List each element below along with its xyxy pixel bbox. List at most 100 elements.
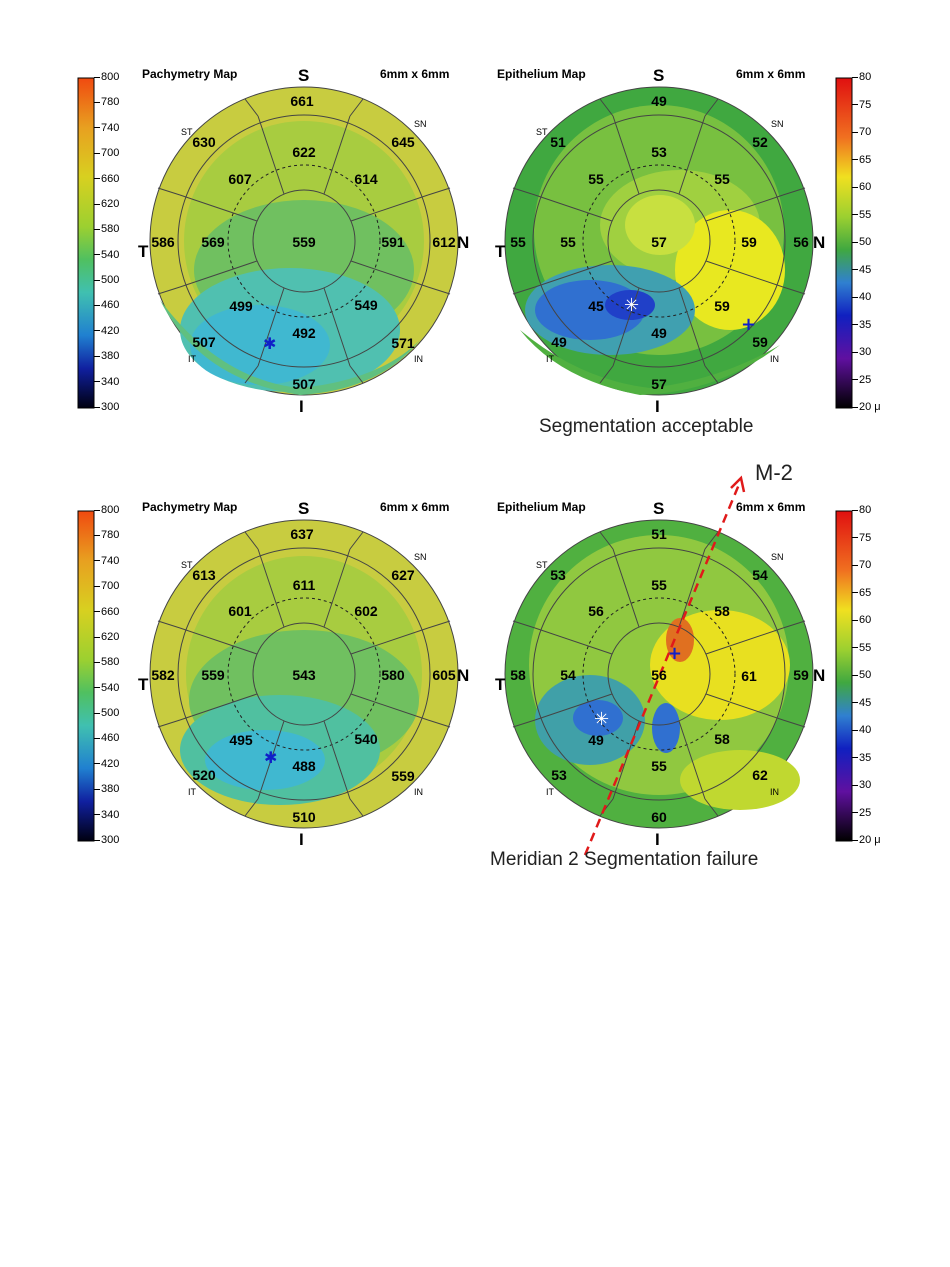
panel-1-outer-st-value: 630 [192,134,216,150]
scale-tick-label: 35 [852,752,871,764]
panel-1-label-it: IT [188,354,196,364]
panel-3-outer-in-value: 559 [391,768,415,784]
panel-2-outer-st-value: 51 [550,134,566,150]
panel-4-caption: Meridian 2 Segmentation failure [490,849,759,870]
scale-tick-label: 340 [94,809,119,821]
scale-tick-label: 580 [94,657,119,668]
svg-text:✳: ✳ [624,295,639,316]
panel-3-inner-n-value: 580 [381,667,405,683]
panel-3-inner-in-value: 540 [354,731,378,747]
panel-4-scan-size: 6mm x 6mm [736,500,806,514]
scale-tick-label: 30 [852,347,871,358]
scale-tick-label: 55 [852,209,871,221]
scale-tick-label: 540 [94,682,119,694]
panel-3-outer-s-value: 637 [290,526,314,542]
panel-4-inner-it-value: 49 [588,732,604,748]
panel-2-outer-sn-value: 52 [752,134,768,150]
scale-tick-label: 700 [94,148,119,159]
scale-tick-label: 460 [94,733,119,744]
panel-3-title: Pachymetry Map [142,500,238,514]
panel-4-inner-i-value: 55 [651,758,667,774]
panel-3-inner-st-value: 601 [228,603,252,619]
panel-4-label-st: ST [536,560,548,570]
panel-3-label-t: T [138,675,149,694]
panel-1-inner-it-value: 499 [229,298,253,314]
scale-tick-label: 420 [94,325,119,337]
epithelium-scale-bar-1 [835,77,853,409]
scale-tick-label: 780 [94,97,119,108]
panel-3-center-value: 543 [292,667,316,683]
panel-1-inner-t-value: 569 [201,234,225,250]
panel-2-outer-n-value: 56 [793,234,809,250]
scale-tick-label: 25 [852,807,871,819]
panel-2-scan-size: 6mm x 6mm [736,67,806,81]
panel-1-inner-st-value: 607 [228,171,252,187]
panel-1-outer-s-value: 661 [290,93,314,109]
scale-tick-label: 380 [94,784,119,795]
panel-4-inner-in-value: 58 [714,731,730,747]
scale-tick-label: 75 [852,99,871,111]
panel-1-outer-in-value: 571 [391,335,415,351]
panel-4-inner-s-value: 55 [651,577,667,593]
panel-3-outer-t-value: 582 [151,667,175,683]
svg-text:✱: ✱ [264,748,277,767]
panel-2-outer-it-value: 49 [551,334,567,350]
panel-4-center-value: 56 [651,667,667,683]
pachymetry-map-2: ✱ [149,519,459,829]
svg-text:✱: ✱ [263,334,276,353]
panel-4-inner-st-value: 56 [588,603,604,619]
panel-1-inner-sn-value: 614 [354,171,378,187]
panel-1-outer-sn-value: 645 [391,134,415,150]
scale-tick-label: 55 [852,642,871,654]
scale-tick-label: 460 [94,300,119,311]
panel-2-inner-st-value: 55 [588,171,604,187]
panel-4-inner-t-value: 54 [560,667,576,683]
panel-3-inner-sn-value: 602 [354,603,378,619]
panel-2-inner-t-value: 55 [560,234,576,250]
panel-1-label-t: T [138,242,149,261]
scale-tick-label: 65 [852,154,871,166]
panel-3-inner-i-value: 488 [292,758,316,774]
panel-1-label-i: I [299,397,304,416]
scale-tick-label: 50 [852,670,871,681]
panel-2-label-it: IT [546,354,554,364]
scale-tick-label: 340 [94,376,119,388]
scale-tick-label: 25 [852,374,871,386]
panel-4-outer-n-value: 59 [793,667,809,683]
panel-4-label-sn: SN [771,552,784,562]
panel-1-outer-n-value: 612 [432,234,456,250]
panel-1-title: Pachymetry Map [142,67,238,81]
epithelium-scale-bar-2 [835,510,853,842]
pachymetry-scale-bar-1 [77,77,95,409]
panel-3-inner-s-value: 611 [292,577,316,593]
scale-tick-label: 500 [94,708,119,719]
scale-tick-label: 580 [94,224,119,235]
panel-4-label-s: S [653,499,665,518]
panel-3-outer-n-value: 605 [432,667,456,683]
panel-4-outer-it-value: 53 [551,767,567,783]
panel-4-outer-t-value: 58 [510,667,526,683]
scale-tick-label: 380 [94,351,119,362]
scale-tick-label: 40 [852,725,871,736]
scale-tick-label: 420 [94,758,119,770]
svg-text:✳: ✳ [594,709,609,730]
panel-2-label-i: I [655,397,660,416]
panel-4-title: Epithelium Map [497,500,586,514]
panel-1-center-value: 559 [292,234,316,250]
panel-1-label-n: N [457,233,470,252]
panel-2-outer-t-value: 55 [510,234,526,250]
panel-2-inner-n-value: 59 [741,234,757,250]
panel-3-scan-size: 6mm x 6mm [380,500,450,514]
panel-1-inner-s-value: 622 [292,144,316,160]
scale-tick-label: 60 [852,615,871,626]
scale-tick-label: 300 [94,402,119,413]
scale-tick-label: 50 [852,237,871,248]
scale-tick-label: 70 [852,127,871,138]
panel-2-title: Epithelium Map [497,67,586,81]
scale-tick-label: 800 [94,72,119,83]
panel-3-outer-i-value: 510 [292,809,316,825]
panel-3-outer-st-value: 613 [192,567,216,583]
scale-tick-label: 80 [852,72,871,83]
panel-2-inner-i-value: 49 [651,325,667,341]
